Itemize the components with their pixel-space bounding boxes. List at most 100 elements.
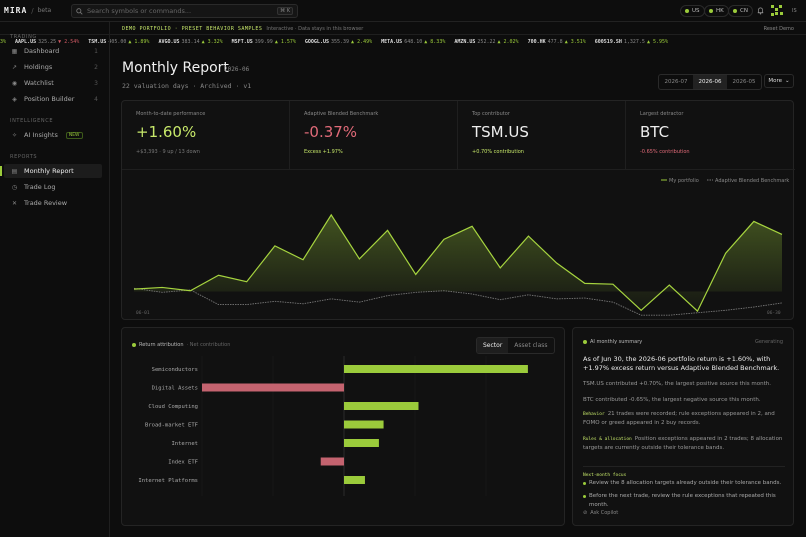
section-dot-icon (132, 343, 136, 347)
performance-chart[interactable]: My portfolio Adaptive Blended Benchmark 06… (122, 169, 795, 321)
attribution-bar[interactable] (320, 457, 344, 466)
section-intelligence: INTELLIGENCE (10, 118, 54, 124)
category-label: Semiconductors (152, 367, 198, 373)
new-badge: NEW (65, 131, 83, 139)
quote-change: ▲ 2.49% (351, 39, 373, 45)
toggle-asset-class[interactable]: Asset class (514, 342, 548, 349)
demo-label: DEMO PORTFOLIO · PRESET BEHAVIOR SAMPLES (122, 25, 263, 32)
quote-change: ▲ 1.89% (128, 39, 150, 45)
quote-item[interactable]: MSFT.US 399.99 ▲ 1.57% (232, 39, 296, 45)
logo[interactable]: MIRA / beta (4, 6, 51, 15)
shortcut-key: 1 (94, 47, 98, 55)
user-initials[interactable]: IS (792, 8, 797, 14)
section-trading: TRADING (10, 34, 37, 40)
quote-price: 648.10 (404, 39, 423, 45)
attribution-bar[interactable] (344, 420, 384, 429)
focus-item: Before the next trade, review the rule e… (583, 492, 785, 510)
status-dot-icon (685, 9, 689, 13)
grid-icon: ▦ (11, 47, 18, 55)
quote-price: 1,327.5 (623, 39, 645, 45)
portfolio-line (133, 213, 783, 313)
tab-2026-06[interactable]: 2026-06 (693, 75, 727, 89)
quote-item[interactable]: AVGO.US 383.14 ▲ 3.32% (158, 39, 222, 45)
page-period: 2026-06 (224, 66, 250, 73)
legend-label-benchmark: Adaptive Blended Benchmark (715, 178, 789, 184)
quote-item[interactable]: TSM.US 405.00 ▲ 1.89% (88, 39, 149, 45)
generating-status: Generating (754, 339, 783, 345)
attribution-bar[interactable] (344, 476, 365, 484)
ai-summary-card: AI monthly summary Generating As of Jun … (572, 327, 794, 526)
kpi-sub: +$3,393 · 9 up / 13 down (136, 149, 200, 155)
quote-item[interactable]: 700.HK 477.8 ▲ 3.51% (528, 39, 586, 45)
quote-item[interactable]: AMZN.US 252.22 ▲ 2.02% (454, 39, 518, 45)
sidebar-item-holdings[interactable]: ↗ Holdings 2 (4, 60, 102, 74)
clock-icon: ◷ (11, 183, 18, 191)
quote-item[interactable]: GOOGL.US 355.39 ▲ 2.49% (305, 39, 372, 45)
sidebar-item-trade-review[interactable]: ✕ Trade Review (4, 196, 102, 210)
region-cn[interactable]: CN (728, 5, 753, 17)
quote-item[interactable]: 3% (0, 39, 6, 45)
shortcut-key: 2 (94, 63, 98, 71)
kpi-sub: -0.65% contribution (640, 149, 690, 155)
return-attribution-card: Return attribution · Net contribution Se… (121, 327, 565, 526)
toggle-sector[interactable]: Sector (477, 338, 509, 353)
attribution-bar[interactable] (344, 365, 528, 373)
search-shortcut: ⌘ K (277, 7, 293, 15)
ask-copilot-button[interactable]: ⊘ Ask Copilot (583, 510, 618, 516)
tab-2026-07[interactable]: 2026-07 (664, 79, 688, 85)
search-input[interactable]: Search symbols or commands... ⌘ K (71, 4, 298, 18)
bell-icon[interactable] (757, 7, 764, 15)
copilot-label: Ask Copilot (590, 510, 619, 516)
region-hk[interactable]: HK (704, 5, 729, 17)
kpi-label: Adaptive Blended Benchmark (304, 111, 379, 117)
sidebar-item-watchlist[interactable]: ◉ Watchlist 3 (4, 76, 102, 90)
attribution-header: Return attribution · Net contribution (132, 342, 230, 348)
quote-item[interactable]: 600519.SH 1,327.5 ▲ 5.95% (595, 39, 668, 45)
sidebar-item-dashboard[interactable]: ▦ Dashboard 1 (4, 44, 102, 58)
focus-header: Next-month focus (583, 466, 785, 480)
quote-price: 383.14 (181, 39, 200, 45)
quote-price: 325.25 (38, 39, 57, 45)
quote-price: 355.39 (330, 39, 350, 45)
more-label: More (768, 78, 783, 84)
sidebar-item-label: Watchlist (24, 79, 54, 87)
eye-icon: ◉ (11, 79, 18, 87)
region-label: CN (740, 8, 748, 14)
behavior-tag: Behavior (583, 412, 605, 417)
quote-symbol: MSFT.US (231, 39, 253, 45)
quote-item[interactable]: AAPL.US 325.25 ▼ 2.54% (15, 39, 79, 45)
shortcut-key: 3 (94, 79, 98, 87)
sidebar-item-position-builder[interactable]: ◈ Position Builder 4 (4, 92, 102, 106)
portfolio-area (134, 214, 782, 312)
attribution-bar[interactable] (344, 439, 379, 447)
summary-header: AI monthly summary (583, 339, 642, 345)
sidebar-item-monthly-report[interactable]: ▤ Monthly Report (0, 164, 102, 178)
reset-demo-button[interactable]: Reset Demo (763, 25, 794, 32)
kpi-label: Month-to-date performance (136, 111, 206, 117)
quote-change: ▲ 5.95% (646, 39, 669, 45)
summary-title: AI monthly summary (590, 339, 643, 345)
sidebar-item-label: Dashboard (24, 47, 60, 55)
performance-card: Month-to-date performance +1.60% +$3,393… (121, 100, 795, 321)
more-button[interactable]: More ⌄ (764, 74, 794, 88)
search-icon (76, 7, 83, 15)
attribution-subtitle: · Net contribution (186, 342, 231, 348)
attribution-bar[interactable] (344, 402, 419, 410)
attribution-chart-svg: Semiconductors Digital Assets Cloud Comput… (138, 356, 528, 496)
attribution-bar[interactable] (202, 383, 344, 392)
avatar-icon[interactable] (771, 5, 784, 17)
quote-symbol: AAPL.US (15, 39, 37, 45)
beta-tag: beta (37, 7, 52, 14)
section-dot-icon (583, 340, 587, 344)
sidebar-item-trade-log[interactable]: ◷ Trade Log (4, 180, 102, 194)
quote-symbol: GOOGL.US (304, 39, 329, 45)
quote-item[interactable]: META.US 648.10 ▲ 8.33% (381, 39, 445, 45)
benchmark-line (133, 287, 783, 316)
summary-headline: As of Jun 30, the 2026-06 portfolio retu… (583, 355, 780, 372)
category-label: Index ETF (168, 460, 198, 466)
quote-symbol: AMZN.US (454, 39, 476, 45)
tab-2026-05[interactable]: 2026-05 (732, 79, 756, 85)
sidebar-item-ai-insights[interactable]: ✧ AI Insights NEW (4, 128, 102, 142)
region-us[interactable]: US (680, 5, 705, 17)
